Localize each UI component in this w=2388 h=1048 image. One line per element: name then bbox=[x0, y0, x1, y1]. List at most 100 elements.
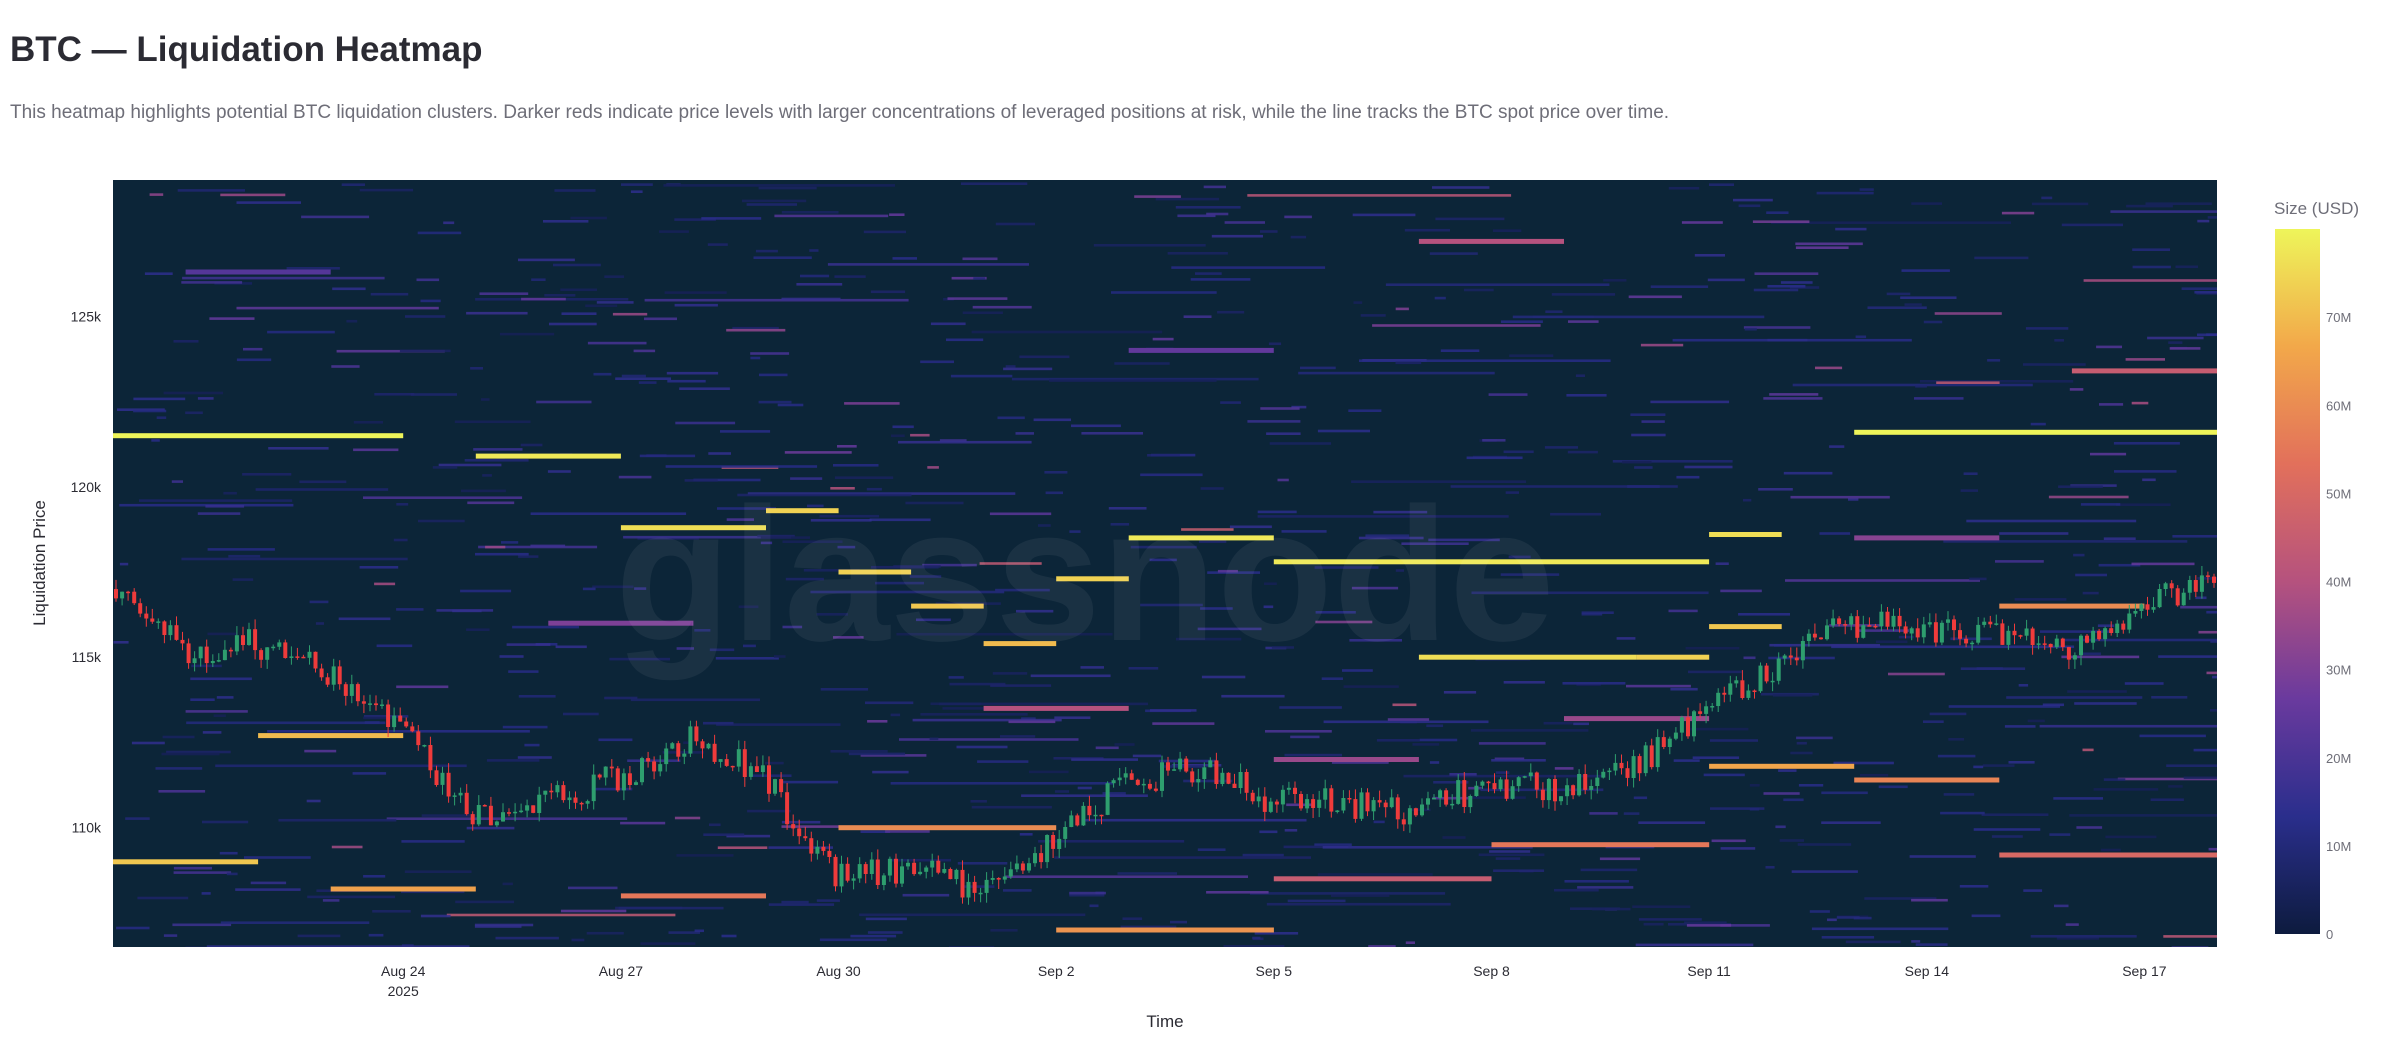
heatmap-cell bbox=[1580, 868, 1638, 872]
heatmap-cell bbox=[1033, 418, 1071, 422]
heatmap-cell bbox=[1792, 383, 2033, 387]
heatmap-cell bbox=[1703, 773, 1745, 777]
heatmap-cell bbox=[634, 587, 647, 590]
heatmap-cell bbox=[1769, 393, 1819, 396]
heatmap-cell bbox=[2175, 265, 2198, 269]
heatmap-cell bbox=[1631, 433, 1666, 437]
price-candle bbox=[688, 726, 693, 754]
heatmap-cell bbox=[2042, 703, 2064, 707]
price-candle bbox=[1311, 799, 1316, 808]
heatmap-cell bbox=[1419, 738, 1458, 742]
heatmap-cell bbox=[1358, 536, 1424, 540]
price-candle bbox=[1692, 711, 1696, 737]
heatmap-cell bbox=[1171, 266, 1326, 269]
heatmap-cell bbox=[2049, 833, 2071, 836]
heatmap-cell bbox=[638, 381, 657, 384]
heatmap-cell bbox=[781, 297, 841, 301]
price-candle bbox=[331, 666, 336, 685]
price-candle bbox=[791, 824, 796, 829]
heatmap-cell bbox=[757, 534, 795, 538]
heatmap-cell bbox=[1176, 637, 1242, 641]
price-candle bbox=[591, 774, 596, 802]
heatmap-cell bbox=[707, 243, 728, 246]
heatmap-cell bbox=[639, 454, 696, 458]
liquidation-level bbox=[1854, 535, 2000, 541]
price-candle bbox=[682, 753, 687, 757]
heatmap-cell bbox=[1566, 394, 1607, 397]
price-candle bbox=[1244, 772, 1249, 793]
heatmap-cell bbox=[268, 447, 329, 450]
heatmap-cell bbox=[1493, 869, 1545, 872]
heatmap-cell bbox=[1796, 741, 1807, 745]
heatmap-cell bbox=[1200, 487, 1224, 490]
price-candle bbox=[192, 658, 197, 664]
heatmap-cell bbox=[215, 764, 467, 768]
price-candle bbox=[996, 878, 1001, 880]
heatmap-cell bbox=[2075, 573, 2107, 577]
price-candle bbox=[887, 858, 892, 876]
heatmap-cell bbox=[875, 581, 924, 585]
price-candle bbox=[1921, 624, 1926, 638]
heatmap-cell bbox=[432, 466, 458, 469]
plot-area[interactable]: glassnode bbox=[113, 180, 2371, 950]
liquidation-levels bbox=[113, 238, 2217, 933]
heatmap-cell bbox=[1551, 293, 1616, 296]
heatmap-cell bbox=[2110, 210, 2217, 213]
price-candle bbox=[1885, 611, 1890, 627]
heatmap-cell bbox=[1505, 491, 1519, 494]
heatmap-cell bbox=[1581, 611, 1614, 614]
price-candle bbox=[2151, 607, 2156, 610]
heatmap-cell bbox=[1623, 812, 1640, 815]
heatmap-cell bbox=[1003, 889, 1032, 892]
heatmap-cell bbox=[1217, 310, 1245, 314]
heatmap-cell bbox=[499, 655, 524, 658]
heatmap-cell bbox=[1710, 807, 1765, 810]
price-candle bbox=[1389, 797, 1394, 808]
price-candle bbox=[1329, 788, 1334, 812]
heatmap-cell bbox=[2181, 287, 2217, 290]
heatmap-cell bbox=[668, 931, 700, 934]
price-candle bbox=[700, 741, 705, 749]
price-candle bbox=[1800, 641, 1805, 661]
price-candle bbox=[706, 743, 711, 749]
liquidation-level bbox=[1056, 927, 1274, 933]
y-axis-title: Liquidation Price bbox=[30, 500, 49, 626]
heatmap-cell bbox=[2117, 777, 2217, 781]
heatmap-cell bbox=[759, 373, 788, 377]
heatmap-cell bbox=[520, 443, 543, 447]
heatmap-cell bbox=[1795, 242, 1863, 246]
heatmap-cell bbox=[662, 751, 704, 754]
heatmap-cell bbox=[499, 332, 555, 336]
price-candle bbox=[434, 770, 439, 785]
heatmap-cell bbox=[1676, 475, 1700, 479]
heatmap-cell bbox=[1743, 656, 1756, 660]
heatmap-cell bbox=[1405, 941, 1415, 944]
liquidation-level bbox=[766, 508, 839, 514]
heatmap-cell bbox=[1544, 446, 1578, 449]
heatmap-cell bbox=[979, 562, 1042, 565]
heatmap-cell bbox=[1643, 922, 1664, 926]
heatmap-cell bbox=[1707, 278, 1745, 282]
heatmap-cell bbox=[1720, 847, 1756, 850]
heatmap-cell bbox=[363, 875, 386, 878]
price-candle bbox=[2072, 655, 2077, 660]
heatmap-cell bbox=[2180, 605, 2217, 609]
heatmap-cell bbox=[185, 946, 210, 947]
price-candle bbox=[730, 765, 735, 768]
price-candle bbox=[289, 656, 294, 658]
heatmap-cell bbox=[1211, 234, 1263, 238]
heatmap-cell bbox=[359, 188, 414, 192]
heatmap-cell bbox=[834, 275, 866, 278]
heatmap-cell bbox=[830, 487, 855, 490]
heatmap-cell bbox=[1077, 786, 1092, 790]
heatmap-cell bbox=[1616, 637, 1636, 640]
heatmap-cell bbox=[2210, 709, 2217, 712]
heatmap-cell bbox=[1084, 818, 1307, 822]
heatmap-cell bbox=[410, 393, 457, 396]
heatmap-cell bbox=[301, 215, 370, 219]
price-candle bbox=[1480, 781, 1485, 786]
heatmap-cell bbox=[860, 754, 927, 757]
heatmap-cell bbox=[1045, 491, 1063, 495]
heatmap-cell bbox=[2053, 797, 2103, 800]
heatmap-cell bbox=[1543, 721, 1573, 725]
